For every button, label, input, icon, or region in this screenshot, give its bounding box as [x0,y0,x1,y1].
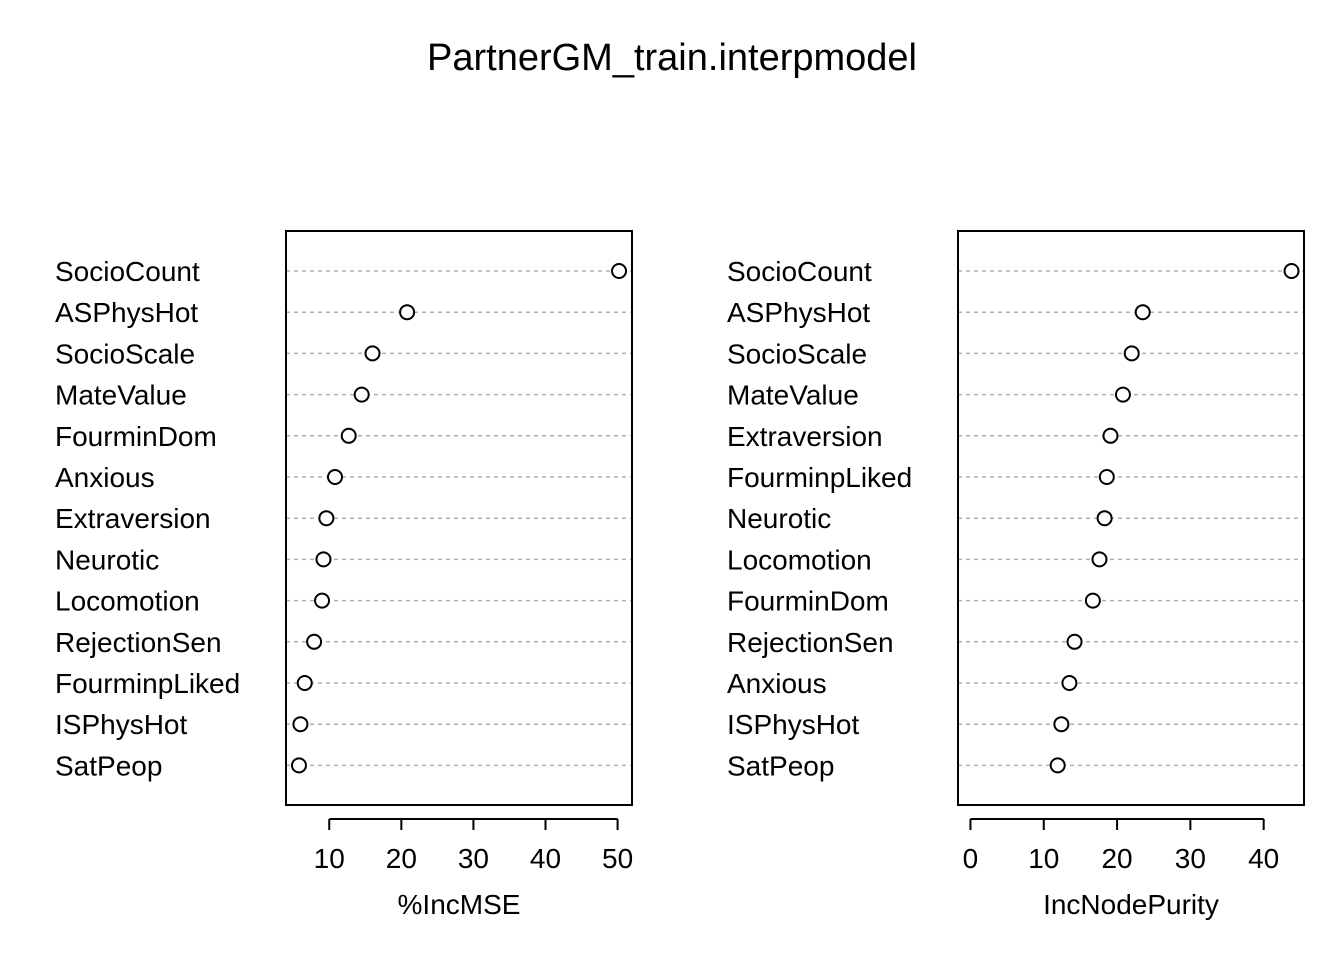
category-label: SocioCount [727,256,872,287]
data-point [1096,510,1113,527]
data-point [1098,469,1115,485]
data-point [1061,675,1078,691]
x-tick-label: 40 [530,843,561,874]
x-tick-label: 40 [1248,843,1279,874]
x-tick-label: 30 [1175,843,1206,874]
x-tick-label: 30 [458,843,489,874]
x-tick-label: 0 [963,843,979,874]
data-point [1053,716,1070,733]
category-label: RejectionSen [55,627,222,658]
data-point [1049,757,1066,774]
category-label: FourminpLiked [55,668,240,699]
x-axis-label: IncNodePurity [1043,889,1219,920]
data-point [327,469,344,485]
data-point [318,510,335,527]
data-point [306,633,323,650]
data-point [399,304,416,321]
category-label: SatPeop [727,750,834,781]
data-point [314,592,331,609]
x-tick-label: 50 [602,843,633,874]
x-tick-label: 10 [1028,843,1059,874]
data-point [364,345,381,362]
category-label: SatPeop [55,750,162,781]
x-tick-label: 20 [1101,843,1132,874]
data-point [1283,263,1300,279]
data-point [315,551,332,568]
category-label: ASPhysHot [55,297,198,328]
data-point [1123,345,1140,362]
data-point [1102,427,1119,444]
category-label: Extraversion [55,503,211,534]
data-point [353,386,370,403]
panel-incnodepurity: SocioCount ASPhysHot SocioScale MateValue Ex… [727,230,1305,920]
panel-incmse: SocioCount ASPhysHot SocioScale MateValue Fo… [55,230,633,920]
data-point [340,427,357,444]
category-label: Neurotic [727,503,831,534]
category-label: MateValue [727,380,859,411]
category-label: Anxious [55,462,155,493]
category-label: Locomotion [727,544,872,575]
data-point [1066,633,1083,650]
data-point [1114,386,1131,403]
category-label: MateValue [55,380,187,411]
x-tick-label: 10 [314,843,345,874]
category-label: Extraversion [727,421,883,452]
category-label: RejectionSen [727,627,894,658]
category-label: ISPhysHot [55,709,187,740]
plot-frame [957,230,1305,806]
category-label: FourminpLiked [727,462,912,493]
category-label: SocioScale [55,338,195,369]
chart-title: PartnerGM_train.interpmodel [427,37,917,79]
category-label: ASPhysHot [727,297,870,328]
category-label: Anxious [727,668,827,699]
category-label: SocioCount [55,256,200,287]
data-point [296,675,313,691]
category-label: FourminDom [727,586,889,617]
data-point [1134,304,1151,321]
data-point [1091,551,1108,568]
category-label: FourminDom [55,421,217,452]
data-point [292,716,309,733]
x-axis-label: %IncMSE [398,889,521,920]
x-tick-label: 20 [386,843,417,874]
data-point [611,263,628,279]
data-point [1084,592,1101,609]
category-label: Locomotion [55,586,200,617]
category-label: ISPhysHot [727,709,859,740]
category-label: SocioScale [727,338,867,369]
plot-frame [285,230,633,806]
category-label: Neurotic [55,544,159,575]
data-point [290,757,307,774]
